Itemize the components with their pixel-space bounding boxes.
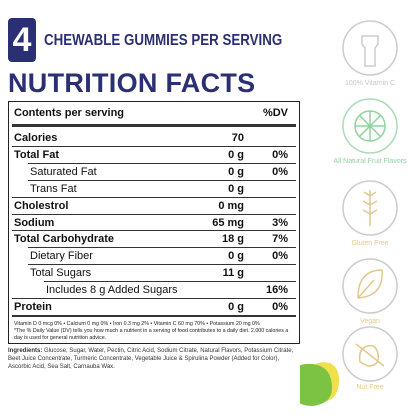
icons: [300, 20, 398, 406]
row-label: Saturated Fat: [30, 165, 97, 178]
separator: [28, 247, 296, 249]
badge-label: Nut Free: [356, 384, 384, 391]
dv-note: *The % Daily Value (DV) tells you how mu…: [14, 328, 289, 341]
header-dv: %DV: [262, 107, 288, 119]
facts-row: Sodium 65 mg 3%: [14, 215, 290, 231]
row-dv: 0%: [272, 301, 288, 313]
badge-label: 100% Vitamin C: [344, 80, 396, 87]
row-amount: 0 g: [228, 250, 244, 263]
row-amount: 18 g: [221, 233, 244, 246]
facts-row: Dietary Fiber 0 g 0%: [14, 248, 290, 264]
badge: 4: [8, 18, 36, 62]
separator: [12, 145, 296, 147]
facts-box: [8, 101, 300, 344]
row-amount: 65 mg: [212, 216, 244, 229]
facts-row: Saturated Fat 0 g 0%: [14, 164, 290, 180]
badge-label: All Natural Fruit Flavors: [333, 158, 407, 165]
facts-row: Total Carbohydrate 18 g 7%: [14, 231, 290, 247]
separator: [12, 196, 296, 198]
separator: [12, 298, 296, 299]
row-amount: 0 g: [228, 165, 244, 178]
badge-label: Gluten Free: [351, 240, 389, 247]
subtitle: CHEWABLE GUMMIES PER SERVING: [44, 32, 283, 49]
row-amount: 70: [231, 132, 244, 144]
separator: [28, 162, 296, 164]
ingredients: Ingredients: Glucose, Sugar, Water, Pect…: [8, 347, 300, 371]
separator: [12, 314, 296, 317]
facts-row: Total Fat 0 g 0%: [14, 147, 290, 163]
row-amount: 0 g: [228, 148, 244, 161]
row-label: Total Sugars: [30, 267, 92, 280]
row-label: Protein: [14, 301, 52, 313]
separator: [28, 179, 296, 181]
separator: [12, 124, 296, 127]
facts-row: Includes 8 g Added Sugars 16%: [14, 282, 290, 298]
facts-row: Calories 70: [14, 130, 290, 146]
facts-row: Total Sugars 11 g: [14, 265, 290, 281]
badge-label: Vegan: [360, 318, 380, 325]
separator: [28, 264, 296, 266]
row-label: Dietary Fiber: [30, 250, 93, 263]
separator: [44, 281, 296, 283]
row-dv: 0%: [272, 250, 288, 263]
icon-set: [342, 20, 398, 382]
row-label: Total Fat: [14, 148, 60, 161]
row-amount: 0 mg: [218, 199, 244, 212]
gummies: [300, 362, 339, 406]
row-dv: 0%: [272, 165, 288, 178]
row-amount: 11 g: [222, 267, 244, 280]
row-dv: 3%: [272, 216, 288, 229]
row-label: Cholestrol: [14, 199, 69, 212]
title: NUTRITION FACTS: [8, 68, 256, 98]
facts-row: Trans Fat 0 g: [14, 181, 290, 197]
footnote: Vitamin D 0 mcg 0% • Calcium 0 mg 0% • I…: [14, 321, 260, 327]
separator: [12, 213, 296, 215]
row-label: Trans Fat: [30, 182, 77, 195]
row-dv: 0%: [272, 148, 288, 161]
footnotes: Vitamin D 0 mcg 0% • Calcium 0 mg 0% • I…: [14, 321, 296, 342]
row-amount: 0 g: [228, 182, 244, 195]
facts-row: Protein 0 g 0%: [14, 299, 290, 315]
row-dv: 16%: [265, 284, 288, 297]
row-label: Sodium: [14, 216, 55, 229]
row-dv: 7%: [272, 233, 288, 246]
ingredients-label: Ingredients:: [8, 348, 43, 354]
row-amount: 0 g: [228, 301, 244, 313]
row-label: Calories: [14, 132, 58, 144]
facts-row: Cholestrol 0 mg: [14, 198, 290, 214]
row-label: Includes 8 g Added Sugars: [46, 284, 178, 297]
header-row: Contents per serving %DV: [14, 105, 290, 121]
ingredients-text: Glucose, Sugar, Water, Pectin, Citric Ac…: [8, 348, 294, 370]
row-label: Total Carbohydrate: [14, 233, 115, 246]
header-label: Contents per serving: [14, 107, 125, 119]
separator: [12, 230, 296, 232]
